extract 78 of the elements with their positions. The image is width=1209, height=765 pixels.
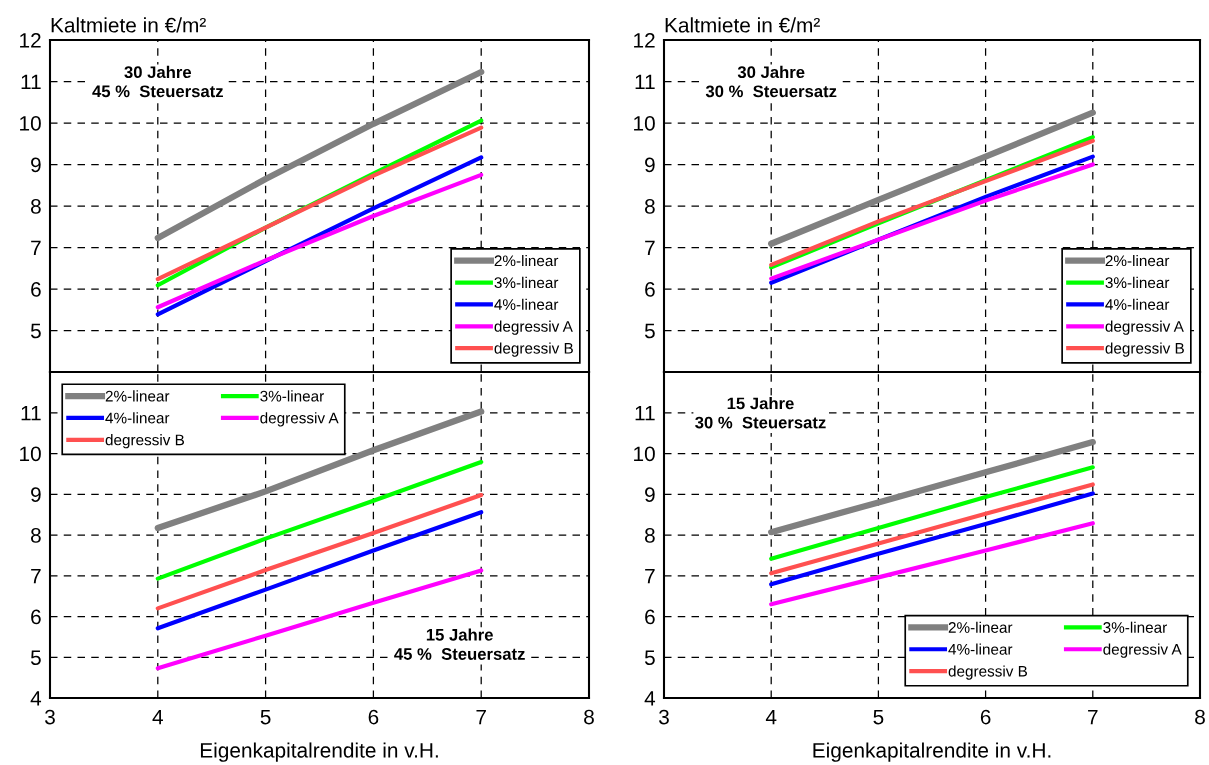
legend-label: degressiv A	[1103, 643, 1182, 658]
y-tick-label: 10	[20, 116, 41, 131]
legend-label: 2%-linear	[494, 254, 559, 267]
y-tick-label: 10	[20, 446, 41, 462]
legend-label: degressiv B	[494, 342, 573, 357]
y-tick-label: 10	[634, 446, 655, 462]
line-series	[155, 492, 484, 611]
legend-label: 4%-linear	[1105, 298, 1170, 310]
x-tick-label: 4	[765, 709, 777, 725]
x-tick-label: 8	[584, 709, 594, 725]
y-tick-label: 11	[635, 74, 655, 90]
y-tick-label: 8	[30, 199, 41, 214]
legend-label: 3%-linear	[260, 390, 324, 402]
y-tick-label: 9	[31, 157, 41, 173]
legend-label: 3%-linear	[494, 276, 559, 289]
annotation: 15 Jahre 45 % Steuersatz	[394, 628, 525, 660]
x-tick-label: 6	[980, 709, 991, 725]
y-tick-label: 11	[21, 405, 41, 421]
legend-label: degressiv B	[1105, 342, 1184, 357]
line-series	[769, 465, 1095, 561]
x-tick-label: 5	[873, 709, 884, 725]
legend-label: degressiv A	[260, 412, 339, 427]
legend-label: degressiv B	[105, 434, 185, 449]
y-tick-label: 5	[644, 650, 655, 665]
y-tick-label: 11	[635, 405, 655, 421]
x-tick-label: 3	[45, 709, 55, 725]
y-tick-label: 6	[645, 282, 655, 297]
y-tick-label: 11	[21, 74, 41, 90]
line-series	[769, 482, 1095, 576]
legend-label: degressiv B	[948, 665, 1028, 680]
y-tick-label: 6	[645, 609, 655, 625]
y-tick-label: 9	[31, 487, 41, 502]
y-tick-label: 8	[644, 528, 655, 543]
y-tick-label: 6	[31, 282, 41, 297]
x-axis-title: Eigenkapitalrendite in v.H.	[813, 742, 1051, 762]
y-tick-label: 5	[30, 323, 41, 339]
y-tick-label: 8	[644, 199, 655, 214]
y-tick-label: 9	[645, 487, 655, 502]
line-series	[155, 459, 484, 581]
annotation: 30 Jahre 45 % Steuersatz	[92, 65, 223, 98]
y-tick-label: 4	[644, 691, 656, 706]
legend-label: 2%-linear	[948, 621, 1013, 633]
legend-label: degressiv A	[494, 320, 573, 335]
y-tick-label: 7	[31, 240, 41, 256]
x-tick-label: 7	[476, 709, 486, 725]
y-tick-label: 4	[30, 691, 42, 706]
annotation: 15 Jahre 30 % Steuersatz	[695, 397, 826, 429]
y-axis-title: Kaltmiete in €/m²	[665, 17, 820, 33]
annotation: 30 Jahre 30 % Steuersatz	[705, 65, 837, 98]
legend-label: 3%-linear	[1103, 621, 1167, 633]
line-series	[769, 491, 1095, 587]
y-tick-label: 5	[30, 650, 41, 665]
legend-label: 2%-linear	[1105, 254, 1170, 267]
y-axis-title: Kaltmiete in €/m²	[51, 17, 206, 33]
x-axis-title: Eigenkapitalrendite in v.H.	[200, 742, 438, 762]
y-tick-label: 8	[30, 528, 41, 543]
y-tick-label: 12	[634, 33, 655, 48]
x-tick-label: 3	[659, 709, 669, 725]
y-tick-label: 7	[645, 568, 655, 584]
y-tick-label: 7	[31, 568, 41, 584]
y-tick-label: 6	[31, 609, 41, 625]
y-tick-label: 5	[644, 323, 655, 339]
legend-label: degressiv A	[1105, 320, 1184, 335]
legend-label: 4%-linear	[105, 412, 170, 424]
legend-label: 2%-linear	[105, 390, 170, 402]
x-tick-label: 8	[1195, 709, 1205, 725]
x-tick-label: 7	[1088, 709, 1098, 725]
x-tick-label: 5	[260, 709, 271, 725]
y-tick-label: 10	[634, 116, 655, 131]
legend-label: 4%-linear	[494, 298, 559, 310]
legend-label: 3%-linear	[1105, 276, 1170, 289]
x-tick-label: 6	[368, 709, 379, 725]
y-tick-label: 9	[645, 157, 655, 173]
y-tick-label: 7	[645, 240, 655, 256]
line-series	[769, 521, 1095, 607]
x-tick-label: 4	[152, 709, 163, 725]
y-tick-label: 12	[20, 33, 41, 48]
legend-label: 4%-linear	[948, 643, 1013, 655]
